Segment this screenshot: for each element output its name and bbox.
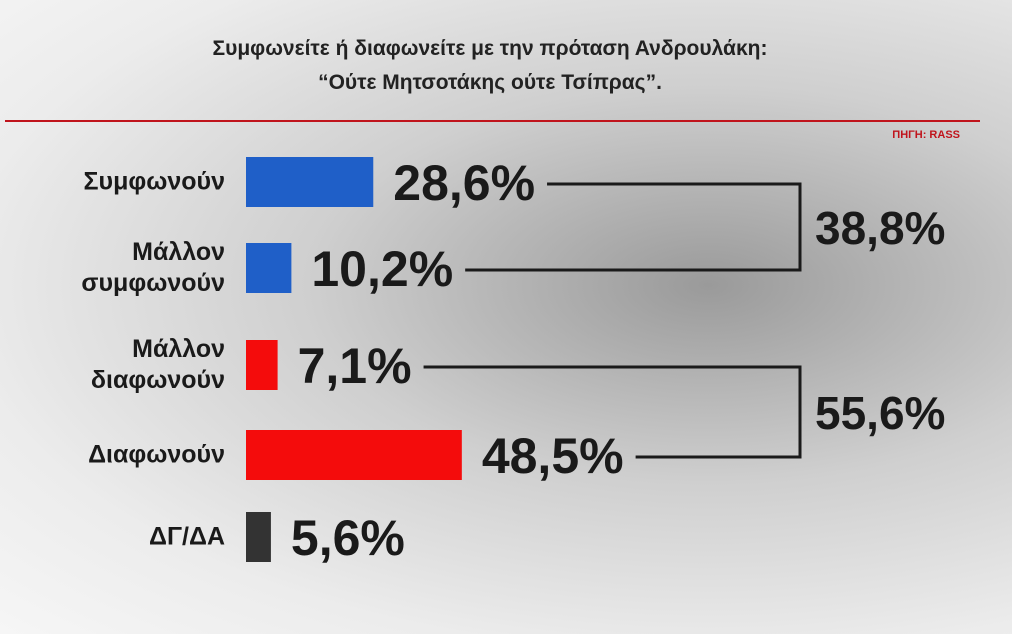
bracket: [465, 182, 802, 272]
bar: [246, 340, 278, 390]
value-label: 28,6%: [393, 155, 535, 211]
group-total: 55,6%: [815, 387, 945, 439]
bracket: [423, 365, 802, 459]
category-label: Συμφωνούν: [83, 167, 225, 196]
title: Συμφωνείτε ή διαφωνείτε με την πρόταση Α…: [213, 37, 768, 60]
category-label: ΔΓ/ΔΑ: [149, 522, 225, 551]
source: ΠΗΓΗ: RASS: [892, 129, 960, 141]
subtitle: “Ούτε Μητσοτάκης ούτε Τσίπρας”.: [318, 71, 662, 94]
group-total: 38,8%: [815, 202, 945, 254]
bar: [246, 430, 462, 480]
category-label: Μάλλον διαφωνούν: [90, 335, 225, 394]
category-label: Διαφωνούν: [88, 440, 225, 469]
bar: [246, 512, 271, 562]
value-label: 10,2%: [311, 241, 453, 297]
bar: [246, 243, 292, 293]
value-label: 5,6%: [291, 510, 405, 566]
category-label: Μάλλον συμφωνούν: [81, 238, 225, 297]
bar: [246, 157, 374, 207]
value-label: 7,1%: [298, 338, 412, 394]
value-label: 48,5%: [482, 428, 624, 484]
